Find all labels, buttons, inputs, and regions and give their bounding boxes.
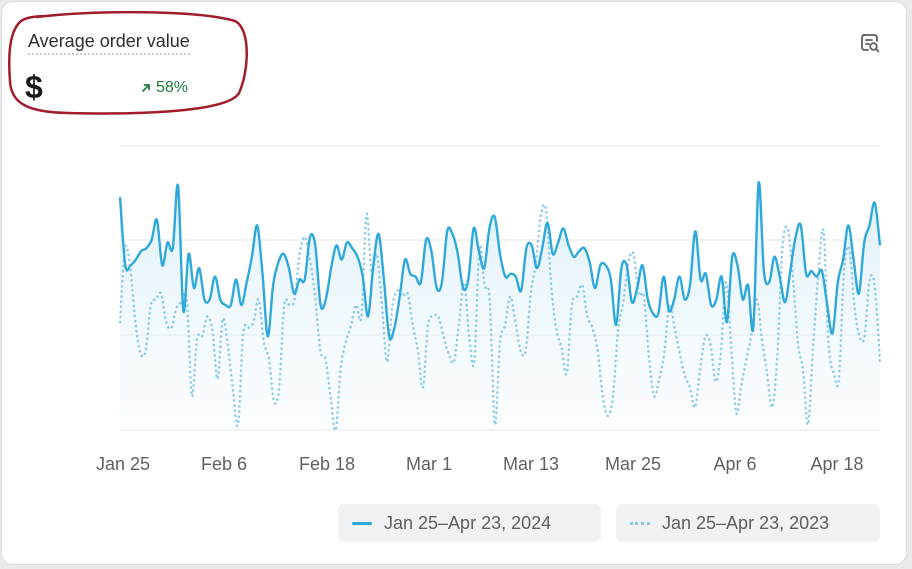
x-tick-label: Jan 25 xyxy=(96,454,150,474)
x-axis: Jan 25 Feb 6 Feb 18 Mar 1 Mar 13 Mar 25 Apr 6 A… xyxy=(96,454,864,474)
x-tick-label: Apr 18 xyxy=(810,454,863,474)
x-tick-label: Feb 18 xyxy=(299,454,355,474)
x-tick-label: Feb 6 xyxy=(201,454,247,474)
legend-label-2023: Jan 25–Apr 23, 2023 xyxy=(662,512,830,533)
x-tick-label: Apr 6 xyxy=(713,454,756,474)
legend-item-2024[interactable]: Jan 25–Apr 23, 2024 xyxy=(338,504,601,542)
legend-swatch-solid xyxy=(352,521,372,525)
series-area-2024 xyxy=(120,182,880,430)
metric-change-value: 58% xyxy=(156,79,189,96)
metric-value: $ xyxy=(25,69,43,105)
legend-swatch-dotted xyxy=(630,521,650,525)
metric-change: 58% xyxy=(140,79,188,97)
explore-data-icon xyxy=(861,34,880,53)
x-tick-label: Mar 13 xyxy=(503,454,559,474)
highlight-ring xyxy=(7,11,248,115)
series-line-2024 xyxy=(118,181,882,341)
x-tick-label: Mar 1 xyxy=(406,454,452,474)
arrow-up-right-icon xyxy=(142,84,150,92)
metric-title[interactable]: Average order value xyxy=(28,31,190,55)
legend-item-2023[interactable]: Jan 25–Apr 23, 2023 xyxy=(616,504,880,542)
x-tick-label: Mar 25 xyxy=(605,454,661,474)
explore-data-button[interactable] xyxy=(856,29,884,57)
legend-label-2024: Jan 25–Apr 23, 2024 xyxy=(384,512,552,533)
